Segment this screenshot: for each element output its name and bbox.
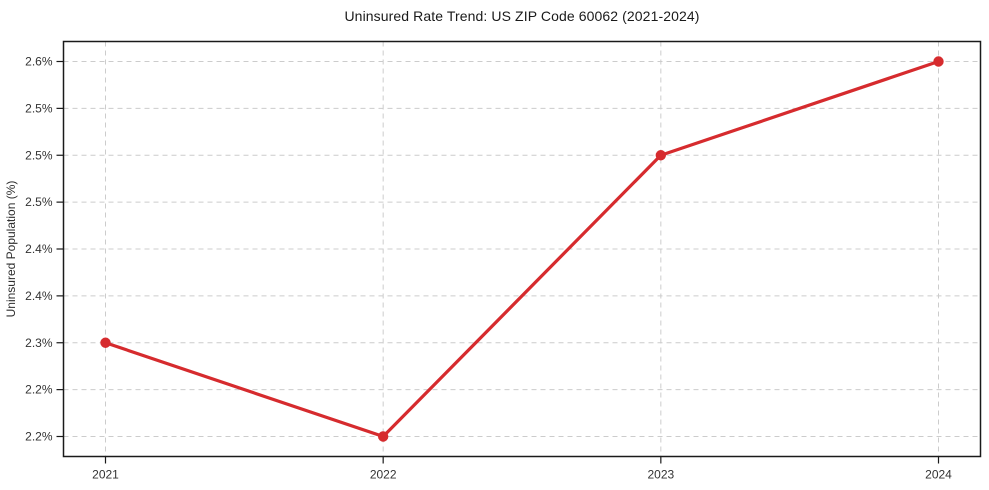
y-tick-label: 2.3% bbox=[25, 336, 53, 350]
trend-line bbox=[103, 59, 941, 439]
data-point bbox=[100, 337, 111, 348]
x-tick-label: 2021 bbox=[92, 468, 119, 482]
chart-title: Uninsured Rate Trend: US ZIP Code 60062 … bbox=[344, 8, 700, 24]
y-tick-label: 2.4% bbox=[25, 242, 53, 256]
x-tick-label: 2023 bbox=[647, 468, 674, 482]
data-point bbox=[655, 150, 667, 161]
y-tick-label: 2.2% bbox=[25, 383, 53, 397]
y-tick-label: 2.2% bbox=[25, 430, 53, 444]
data-point bbox=[933, 56, 944, 67]
y-tick-label: 2.5% bbox=[25, 101, 53, 115]
y-tick-label: 2.6% bbox=[25, 55, 53, 69]
y-tick-label: 2.4% bbox=[25, 289, 53, 303]
y-tick-label: 2.5% bbox=[25, 148, 53, 162]
data-point bbox=[377, 431, 389, 442]
x-tick-label: 2022 bbox=[370, 468, 397, 482]
plot-border bbox=[62, 40, 982, 458]
x-tick-label: 2024 bbox=[925, 468, 952, 482]
y-tick-label: 2.5% bbox=[25, 195, 53, 209]
